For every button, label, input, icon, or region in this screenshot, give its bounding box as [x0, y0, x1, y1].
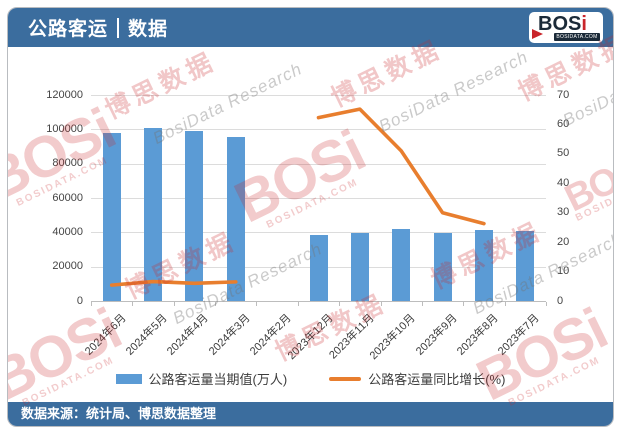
x-axis-line — [91, 301, 546, 302]
right-axis-tick: 0 — [557, 294, 564, 307]
gridline — [91, 129, 546, 131]
bosi-logo-flag-icon — [532, 29, 543, 39]
gridline — [91, 95, 546, 96]
card-header: 公路客运 数据 BOSi BOSIDATA.COM — [8, 8, 613, 47]
chart-card: 公路客运 数据 BOSi BOSIDATA.COM 0 20000 40000 600… — [7, 7, 614, 427]
legend-bar-label: 公路客运量当期值(万人) — [148, 372, 288, 387]
bar-2023年9月 — [433, 232, 452, 301]
growth-line-segment — [316, 107, 486, 226]
x-axis-tick — [256, 302, 258, 306]
x-axis-tick — [504, 302, 506, 306]
title-right: 数据 — [128, 19, 169, 40]
gridline — [91, 198, 546, 199]
right-axis-tick: 60 — [557, 117, 570, 130]
x-axis-tick — [546, 302, 547, 306]
title-divider — [117, 17, 120, 38]
chart: 0 20000 40000 60000 80000 100000 120000 0 10 20 30… — [8, 47, 613, 402]
growth-line — [109, 107, 486, 287]
legend: 公路客运量当期值(万人) 公路客运量同比增长(%) — [8, 369, 613, 388]
bar-2024年6月 — [102, 132, 121, 301]
gridline — [91, 163, 546, 165]
title-left: 公路客运 — [28, 19, 109, 40]
left-axis-tick: 100000 — [46, 122, 83, 135]
bar-2024年5月 — [144, 128, 163, 301]
page-title: 公路客运 数据 — [28, 14, 168, 41]
left-axis-tick: 20000 — [52, 260, 83, 273]
right-axis-tick: 70 — [557, 88, 570, 101]
legend-line-label: 公路客运量同比增长(%) — [368, 372, 506, 387]
data-source-footer: 数据来源：统计局、博思数据整理 — [8, 402, 613, 426]
left-axis-tick: 40000 — [52, 225, 83, 238]
right-axis-tick: 20 — [557, 235, 570, 248]
bar-2024年4月 — [185, 131, 204, 301]
bosi-logo: BOSi BOSIDATA.COM — [529, 12, 603, 43]
x-axis-tick — [297, 302, 299, 306]
bar-2023年7月 — [516, 230, 535, 301]
right-axis-tick: 40 — [557, 176, 570, 189]
x-axis-tick — [215, 302, 217, 306]
x-axis-tick — [173, 302, 175, 306]
x-axis-tick — [421, 302, 423, 306]
left-axis-tick: 80000 — [52, 157, 83, 170]
bar-2023年11月 — [350, 232, 369, 301]
x-axis-tick — [463, 302, 465, 306]
bar-2024年3月 — [226, 136, 245, 301]
left-axis-tick: 60000 — [52, 191, 83, 204]
right-axis-tick: 10 — [557, 265, 570, 278]
bar-2023年8月 — [474, 229, 493, 301]
bosi-logo-site: BOSIDATA.COM — [554, 33, 600, 41]
left-axis-tick: 120000 — [46, 88, 83, 101]
legend-line-swatch — [329, 376, 362, 381]
x-axis-tick — [339, 302, 341, 306]
right-axis-tick: 50 — [557, 147, 570, 160]
x-axis-tick — [91, 302, 92, 306]
x-axis-tick — [132, 302, 134, 306]
right-axis-tick: 30 — [557, 206, 570, 219]
legend-item-bar: 公路客运量当期值(万人) — [115, 369, 288, 388]
bar-2023年10月 — [392, 228, 411, 301]
gridline — [91, 232, 546, 234]
bosi-logo-text: BOSi — [538, 13, 587, 35]
left-axis-tick: 0 — [76, 294, 83, 307]
legend-item-line: 公路客运量同比增长(%) — [329, 369, 505, 388]
x-axis-tick — [380, 302, 382, 306]
plot-area: 0 20000 40000 60000 80000 100000 120000 0 10 20 30… — [46, 89, 569, 363]
growth-line-segment — [109, 279, 238, 287]
bar-2023年12月 — [309, 235, 328, 301]
legend-bar-swatch — [115, 373, 142, 384]
